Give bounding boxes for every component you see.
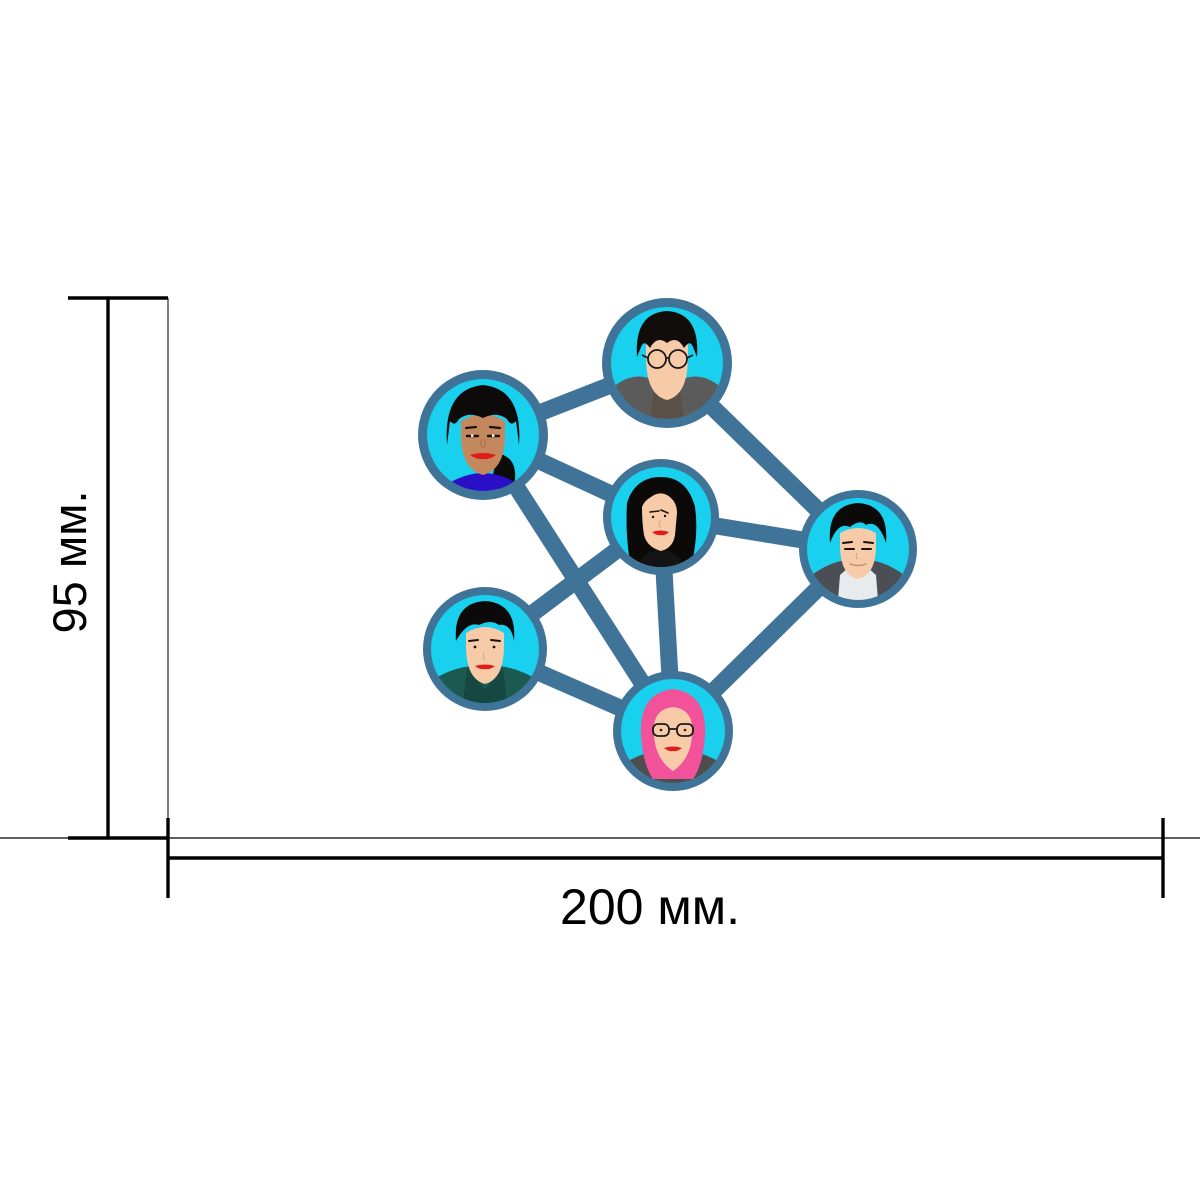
svg-text:200 мм.: 200 мм. — [560, 879, 740, 935]
svg-text:95 мм.: 95 мм. — [43, 490, 96, 633]
